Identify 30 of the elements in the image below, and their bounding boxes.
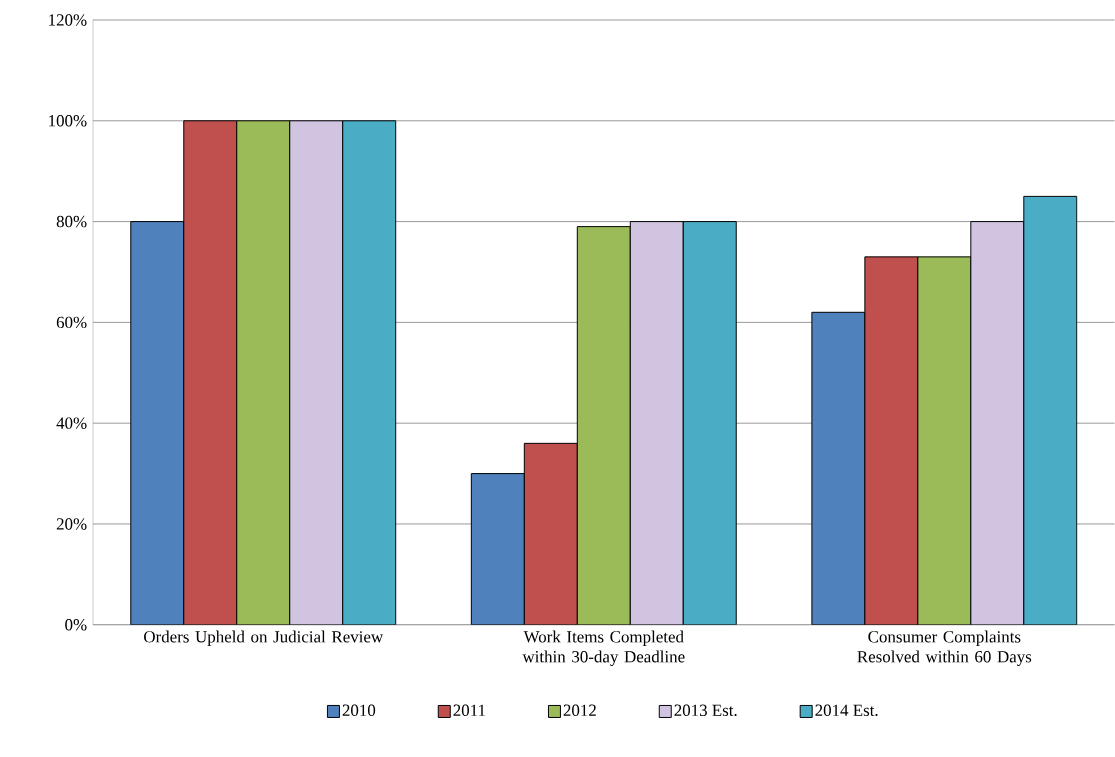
bar <box>576 226 631 625</box>
y-tick-label: 0% <box>65 619 87 631</box>
bar <box>342 120 397 625</box>
bar <box>470 473 525 625</box>
x-tick-label: Work Items Completed within 30-day Deadline <box>522 630 685 667</box>
bar <box>130 221 185 625</box>
legend-label: 2010 <box>342 704 376 717</box>
bar <box>970 221 1025 625</box>
bar <box>183 120 238 625</box>
bar <box>682 221 737 625</box>
legend-label: 2014 Est. <box>815 704 878 717</box>
bar <box>864 256 919 625</box>
x-tick-label: Consumer Complaints Resolved within 60 Days <box>857 630 1032 667</box>
x-tick-label: Orders Upheld on Judicial Review <box>144 630 384 647</box>
bar <box>1023 196 1078 625</box>
bar <box>629 221 684 625</box>
legend-label: 2012 <box>563 704 596 717</box>
y-tick-label: 120% <box>49 14 87 26</box>
y-tick-label: 20% <box>56 518 87 530</box>
y-tick-label: 40% <box>56 417 87 430</box>
bar <box>236 120 291 625</box>
y-tick-label: 80% <box>56 215 87 228</box>
legend-label: 2011 <box>453 704 485 717</box>
legend-label: 2013 Est. <box>674 704 737 717</box>
bar <box>289 120 344 625</box>
bar <box>811 311 866 625</box>
y-tick-label: 60% <box>56 316 87 329</box>
bar <box>523 442 578 625</box>
y-tick-label: 100% <box>49 115 87 127</box>
bar <box>917 256 972 625</box>
